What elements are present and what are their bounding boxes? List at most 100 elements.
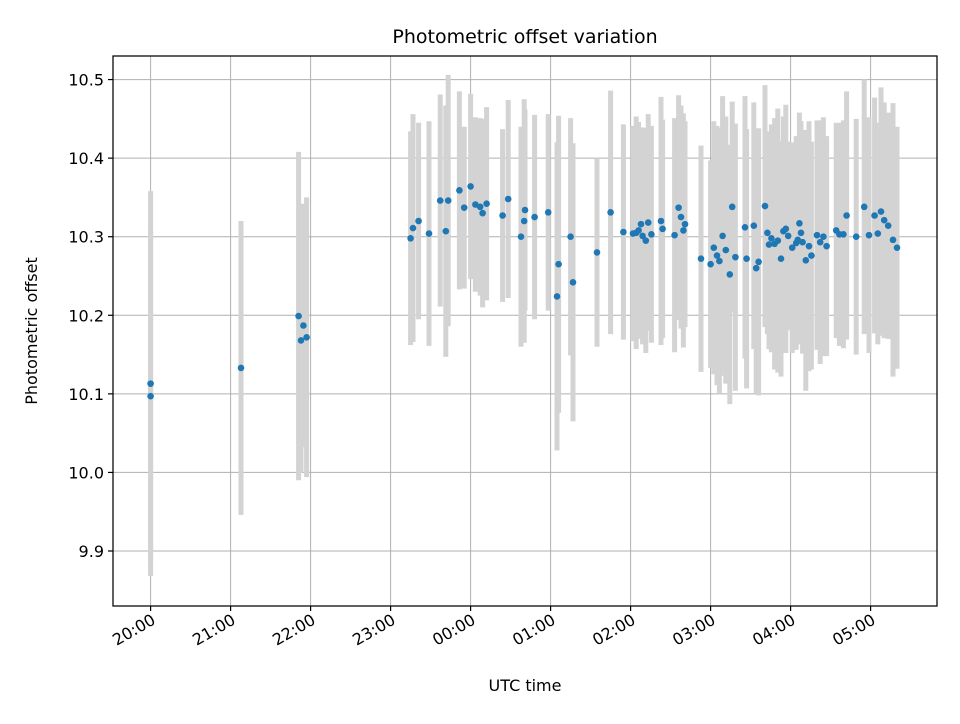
- data-point: [555, 260, 562, 268]
- data-point: [553, 293, 561, 300]
- data-point: [300, 322, 307, 329]
- data-point: [752, 264, 760, 272]
- data-point: [295, 312, 302, 320]
- y-tick-label: 10.5: [68, 71, 104, 90]
- data-point: [823, 242, 830, 250]
- data-point: [728, 203, 736, 211]
- data-point: [639, 232, 646, 240]
- data-point: [820, 233, 827, 241]
- data-point: [860, 203, 868, 211]
- data-point: [726, 271, 734, 278]
- data-point: [808, 252, 815, 259]
- data-point: [796, 220, 803, 227]
- data-point: [425, 230, 433, 237]
- y-tick-label: 10.3: [68, 228, 104, 247]
- data-point: [741, 223, 749, 231]
- data-point: [884, 222, 892, 230]
- data-point: [874, 230, 882, 237]
- data-point: [521, 206, 529, 214]
- data-point: [893, 244, 901, 252]
- data-point: [593, 249, 601, 256]
- data-point: [297, 337, 305, 344]
- data-point: [799, 238, 806, 246]
- data-point: [782, 225, 790, 233]
- data-point: [797, 229, 805, 237]
- data-point: [476, 203, 484, 211]
- data-point: [442, 227, 450, 235]
- data-point: [732, 253, 739, 261]
- y-axis-label: Photometric offset: [22, 257, 41, 405]
- y-tick-label: 10.0: [68, 463, 104, 482]
- data-point: [889, 236, 897, 244]
- data-point: [877, 208, 885, 215]
- data-point: [620, 228, 627, 236]
- data-point: [147, 380, 154, 387]
- x-axis-label: UTC time: [489, 676, 562, 695]
- data-point: [467, 183, 474, 190]
- data-point: [544, 209, 552, 216]
- data-point: [147, 392, 154, 400]
- point-layer: [147, 183, 901, 400]
- data-point: [499, 212, 506, 219]
- data-point: [657, 217, 665, 225]
- data-point: [871, 212, 878, 219]
- data-point: [415, 217, 422, 225]
- data-point: [567, 233, 574, 241]
- data-point: [755, 258, 762, 266]
- data-point: [637, 220, 645, 228]
- data-point: [303, 333, 310, 341]
- data-point: [765, 241, 773, 248]
- data-point: [677, 213, 685, 221]
- data-point: [802, 256, 810, 264]
- data-point: [788, 244, 796, 252]
- data-point: [761, 202, 769, 210]
- data-point: [843, 212, 850, 219]
- data-point: [813, 231, 821, 239]
- data-point: [722, 246, 730, 254]
- data-point: [750, 222, 758, 230]
- data-point: [719, 232, 726, 240]
- data-point: [805, 242, 813, 250]
- data-point: [768, 234, 775, 242]
- chart-title: Photometric offset variation: [392, 26, 657, 48]
- data-point: [517, 233, 525, 241]
- data-point: [237, 364, 245, 372]
- data-point: [460, 204, 468, 211]
- data-point: [648, 231, 655, 238]
- data-point: [671, 231, 678, 239]
- data-point: [520, 217, 528, 225]
- data-point: [716, 257, 723, 265]
- plot-frame: [112, 55, 938, 607]
- data-point: [531, 213, 538, 221]
- data-point: [880, 216, 888, 224]
- data-point: [764, 229, 771, 237]
- data-point: [635, 227, 642, 234]
- data-point: [840, 231, 847, 238]
- data-point: [409, 224, 417, 232]
- data-point: [865, 231, 873, 239]
- data-point: [774, 237, 782, 244]
- data-point: [675, 204, 682, 211]
- data-point: [707, 260, 714, 268]
- data-point: [479, 209, 486, 217]
- y-tick-label: 10.1: [68, 385, 104, 404]
- data-point: [407, 234, 414, 242]
- data-point: [569, 278, 577, 286]
- y-tick-label: 10.4: [68, 149, 104, 168]
- data-point: [784, 232, 792, 240]
- data-point: [483, 200, 490, 208]
- data-point: [713, 252, 721, 259]
- data-point: [816, 238, 824, 246]
- data-point: [710, 244, 718, 252]
- y-tick-label: 10.2: [68, 306, 104, 325]
- data-point: [607, 209, 614, 216]
- data-point: [852, 233, 860, 241]
- data-point: [659, 225, 666, 233]
- data-point: [743, 255, 750, 263]
- data-point: [680, 227, 687, 234]
- data-point: [504, 195, 512, 203]
- data-point: [444, 197, 452, 204]
- data-point: [644, 219, 652, 226]
